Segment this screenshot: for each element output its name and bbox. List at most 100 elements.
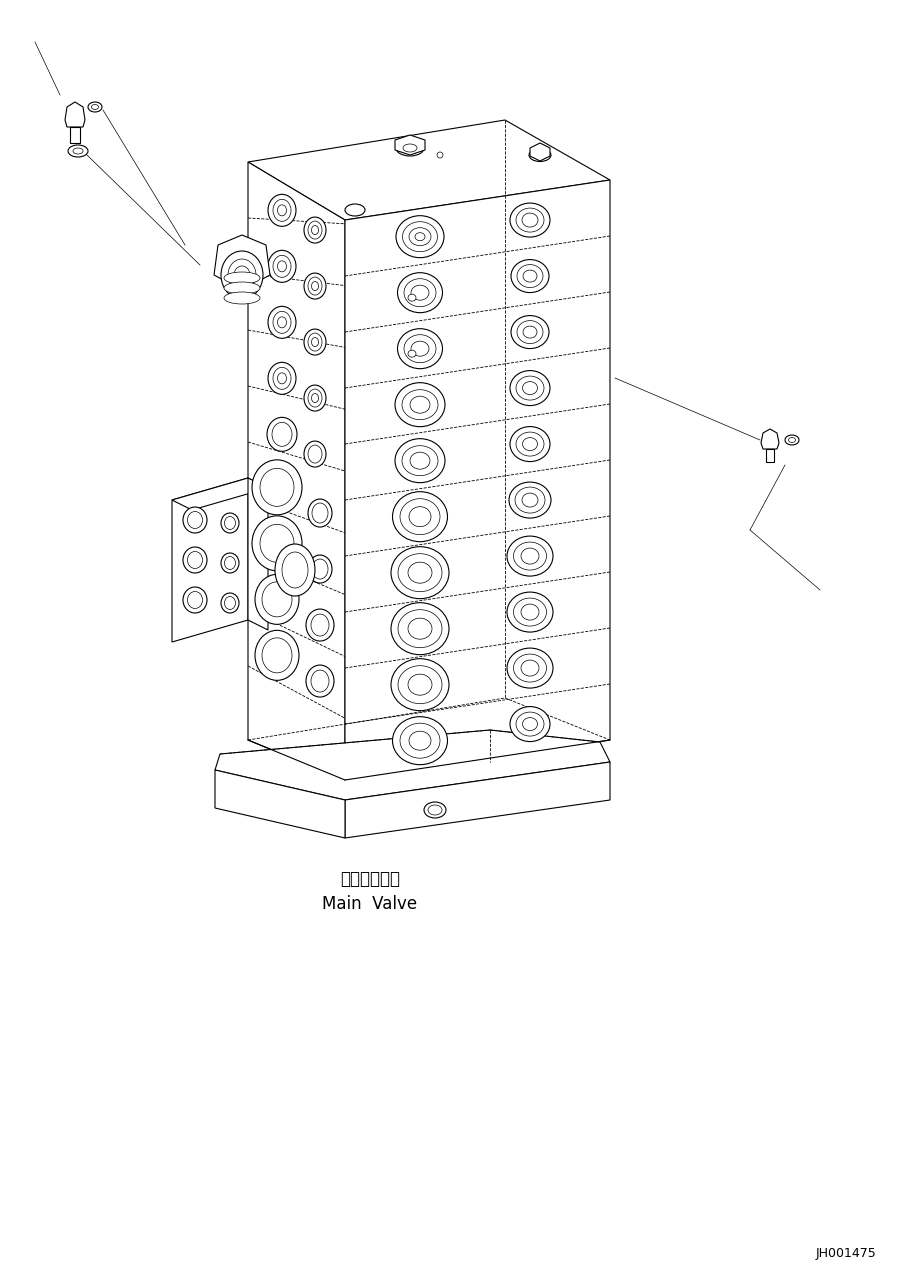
Ellipse shape — [308, 500, 332, 526]
Ellipse shape — [398, 610, 442, 648]
Ellipse shape — [402, 222, 438, 251]
Ellipse shape — [273, 368, 291, 389]
Ellipse shape — [428, 804, 442, 815]
Ellipse shape — [277, 205, 286, 215]
Ellipse shape — [408, 619, 432, 639]
Ellipse shape — [424, 802, 446, 819]
Ellipse shape — [308, 555, 332, 583]
Ellipse shape — [225, 516, 236, 529]
Polygon shape — [766, 450, 774, 462]
Ellipse shape — [183, 507, 207, 533]
Ellipse shape — [391, 547, 449, 598]
Ellipse shape — [515, 487, 545, 514]
Ellipse shape — [275, 544, 315, 596]
Ellipse shape — [410, 396, 430, 414]
Ellipse shape — [529, 149, 551, 161]
Ellipse shape — [521, 660, 539, 676]
Ellipse shape — [523, 717, 537, 730]
Ellipse shape — [391, 658, 449, 711]
Polygon shape — [70, 127, 80, 143]
Circle shape — [437, 152, 443, 158]
Ellipse shape — [268, 250, 296, 282]
Ellipse shape — [188, 592, 203, 608]
Ellipse shape — [510, 427, 550, 461]
Ellipse shape — [262, 582, 292, 617]
Ellipse shape — [272, 423, 292, 446]
Ellipse shape — [221, 593, 239, 614]
Ellipse shape — [402, 389, 438, 420]
Ellipse shape — [304, 329, 326, 355]
Ellipse shape — [507, 648, 553, 688]
Ellipse shape — [396, 215, 444, 257]
Ellipse shape — [788, 438, 795, 442]
Ellipse shape — [392, 492, 448, 542]
Ellipse shape — [304, 273, 326, 298]
Ellipse shape — [510, 204, 550, 237]
Ellipse shape — [183, 547, 207, 573]
Ellipse shape — [252, 516, 302, 571]
Ellipse shape — [224, 282, 260, 295]
Polygon shape — [345, 181, 610, 780]
Ellipse shape — [516, 432, 544, 456]
Ellipse shape — [523, 382, 537, 395]
Ellipse shape — [395, 438, 445, 483]
Ellipse shape — [516, 208, 544, 232]
Ellipse shape — [224, 272, 260, 284]
Ellipse shape — [221, 251, 263, 298]
Polygon shape — [248, 478, 268, 630]
Polygon shape — [215, 770, 345, 838]
Ellipse shape — [188, 552, 203, 569]
Ellipse shape — [396, 140, 424, 156]
Ellipse shape — [308, 389, 322, 407]
Ellipse shape — [255, 574, 299, 624]
Ellipse shape — [398, 329, 442, 369]
Ellipse shape — [221, 553, 239, 573]
Ellipse shape — [311, 614, 329, 637]
Ellipse shape — [517, 265, 543, 287]
Ellipse shape — [224, 292, 260, 304]
Ellipse shape — [511, 315, 549, 348]
Ellipse shape — [395, 383, 445, 427]
Ellipse shape — [304, 216, 326, 243]
Ellipse shape — [409, 507, 431, 526]
Ellipse shape — [92, 105, 99, 109]
Polygon shape — [215, 730, 610, 801]
Ellipse shape — [188, 511, 203, 529]
Ellipse shape — [255, 630, 299, 680]
Text: JH001475: JH001475 — [815, 1246, 876, 1261]
Polygon shape — [530, 143, 550, 161]
Text: メインバルブ: メインバルブ — [340, 870, 400, 888]
Polygon shape — [65, 102, 85, 127]
Polygon shape — [761, 429, 779, 450]
Ellipse shape — [225, 556, 236, 570]
Ellipse shape — [511, 260, 549, 292]
Polygon shape — [172, 478, 268, 510]
Ellipse shape — [402, 446, 438, 475]
Ellipse shape — [514, 655, 546, 681]
Ellipse shape — [404, 334, 436, 363]
Ellipse shape — [234, 266, 250, 284]
Ellipse shape — [785, 436, 799, 445]
Ellipse shape — [221, 512, 239, 533]
Ellipse shape — [312, 393, 319, 402]
Ellipse shape — [312, 282, 319, 291]
Ellipse shape — [345, 204, 365, 216]
Ellipse shape — [517, 320, 543, 343]
Ellipse shape — [312, 338, 319, 347]
Ellipse shape — [391, 602, 449, 655]
Ellipse shape — [533, 151, 547, 159]
Ellipse shape — [509, 482, 551, 518]
Ellipse shape — [73, 149, 83, 154]
Ellipse shape — [523, 270, 537, 282]
Polygon shape — [395, 135, 425, 155]
Ellipse shape — [308, 277, 322, 295]
Ellipse shape — [411, 341, 429, 356]
Ellipse shape — [260, 469, 294, 506]
Ellipse shape — [522, 493, 538, 507]
Ellipse shape — [398, 666, 442, 703]
Ellipse shape — [521, 605, 539, 620]
Ellipse shape — [88, 102, 102, 111]
Ellipse shape — [277, 316, 286, 328]
Ellipse shape — [400, 498, 440, 534]
Ellipse shape — [273, 311, 291, 333]
